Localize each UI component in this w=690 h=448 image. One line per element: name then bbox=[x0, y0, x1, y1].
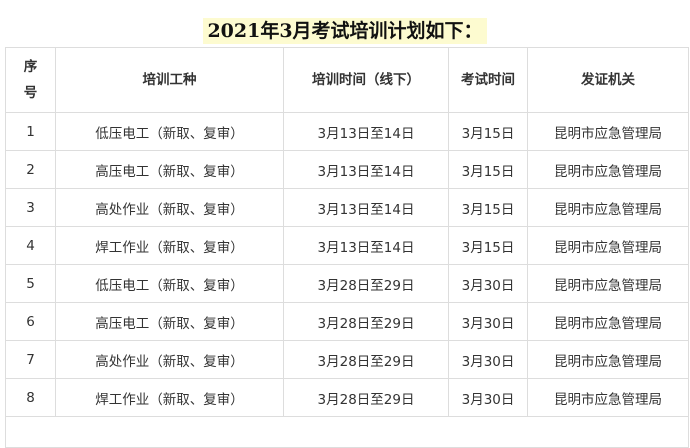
table-cell: 6 bbox=[5, 302, 56, 341]
table-cell: 昆明市应急管理局 bbox=[527, 112, 689, 151]
table-cell: 3月30日 bbox=[448, 378, 528, 417]
header-cell: 培训时间（线下） bbox=[283, 47, 449, 113]
table-cell: 3月15日 bbox=[448, 188, 528, 227]
table-cell: 3月30日 bbox=[448, 340, 528, 379]
table-cell: 3月15日 bbox=[448, 226, 528, 265]
table-cell: 7 bbox=[5, 340, 56, 379]
table-cell: 3月28日至29日 bbox=[283, 378, 449, 417]
table-cell: 3月30日 bbox=[448, 264, 528, 303]
table-cell: 焊工作业（新取、复审） bbox=[55, 226, 284, 265]
table-cell: 3月28日至29日 bbox=[283, 264, 449, 303]
table-cell: 3月13日至14日 bbox=[283, 226, 449, 265]
table-cell: 高处作业（新取、复审） bbox=[55, 340, 284, 379]
table-cell: 3月30日 bbox=[448, 302, 528, 341]
table-cell: 高处作业（新取、复审） bbox=[55, 188, 284, 227]
table-cell: 5 bbox=[5, 264, 56, 303]
header-cell: 发证机关 bbox=[527, 47, 689, 113]
empty-row bbox=[5, 416, 689, 448]
table-cell: 3月15日 bbox=[448, 150, 528, 189]
page-title: 2021年3月考试培训计划如下： bbox=[0, 18, 690, 44]
table-cell: 昆明市应急管理局 bbox=[527, 378, 689, 417]
table-cell: 3月28日至29日 bbox=[283, 340, 449, 379]
table-row: 8 焊工作业（新取、复审） 3月28日至29日 3月30日 昆明市应急管理局 bbox=[5, 378, 689, 417]
table-cell: 3月13日至14日 bbox=[283, 112, 449, 151]
table-row: 7 高处作业（新取、复审） 3月28日至29日 3月30日 昆明市应急管理局 bbox=[5, 340, 689, 379]
table-row: 1 低压电工（新取、复审） 3月13日至14日 3月15日 昆明市应急管理局 bbox=[5, 112, 689, 151]
table-row: 5 低压电工（新取、复审） 3月28日至29日 3月30日 昆明市应急管理局 bbox=[5, 264, 689, 303]
table-cell: 2 bbox=[5, 150, 56, 189]
table-cell: 3月13日至14日 bbox=[283, 188, 449, 227]
table-cell: 焊工作业（新取、复审） bbox=[55, 378, 284, 417]
table-row: 4 焊工作业（新取、复审） 3月13日至14日 3月15日 昆明市应急管理局 bbox=[5, 226, 689, 265]
header-cell: 培训工种 bbox=[55, 47, 284, 113]
table-cell: 昆明市应急管理局 bbox=[527, 340, 689, 379]
table-row: 6 高压电工（新取、复审） 3月28日至29日 3月30日 昆明市应急管理局 bbox=[5, 302, 689, 341]
table-cell: 昆明市应急管理局 bbox=[527, 226, 689, 265]
schedule-table: 序号 培训工种 培训时间（线下） 考试时间 发证机关 1 低压电工（新取、复审） 3… bbox=[5, 47, 689, 448]
table-cell: 昆明市应急管理局 bbox=[527, 264, 689, 303]
table-row: 2 高压电工（新取、复审） 3月13日至14日 3月15日 昆明市应急管理局 bbox=[5, 150, 689, 189]
table-cell: 昆明市应急管理局 bbox=[527, 302, 689, 341]
header-cell: 序号 bbox=[5, 47, 56, 113]
table-cell: 8 bbox=[5, 378, 56, 417]
header-row: 序号 培训工种 培训时间（线下） 考试时间 发证机关 bbox=[5, 47, 689, 113]
table-cell: 昆明市应急管理局 bbox=[527, 188, 689, 227]
table-cell: 低压电工（新取、复审） bbox=[55, 112, 284, 151]
table-cell: 3 bbox=[5, 188, 56, 227]
table-cell: 3月28日至29日 bbox=[283, 302, 449, 341]
table-cell: 3月13日至14日 bbox=[283, 150, 449, 189]
table-row: 3 高处作业（新取、复审） 3月13日至14日 3月15日 昆明市应急管理局 bbox=[5, 188, 689, 227]
table-cell: 高压电工（新取、复审） bbox=[55, 302, 284, 341]
table-cell: 4 bbox=[5, 226, 56, 265]
empty-cell bbox=[5, 416, 689, 448]
table-cell: 昆明市应急管理局 bbox=[527, 150, 689, 189]
table-cell: 低压电工（新取、复审） bbox=[55, 264, 284, 303]
table-cell: 高压电工（新取、复审） bbox=[55, 150, 284, 189]
title-text: 2021年3月考试培训计划如下： bbox=[203, 18, 487, 44]
header-cell: 考试时间 bbox=[448, 47, 528, 113]
table-cell: 3月15日 bbox=[448, 112, 528, 151]
table-cell: 1 bbox=[5, 112, 56, 151]
